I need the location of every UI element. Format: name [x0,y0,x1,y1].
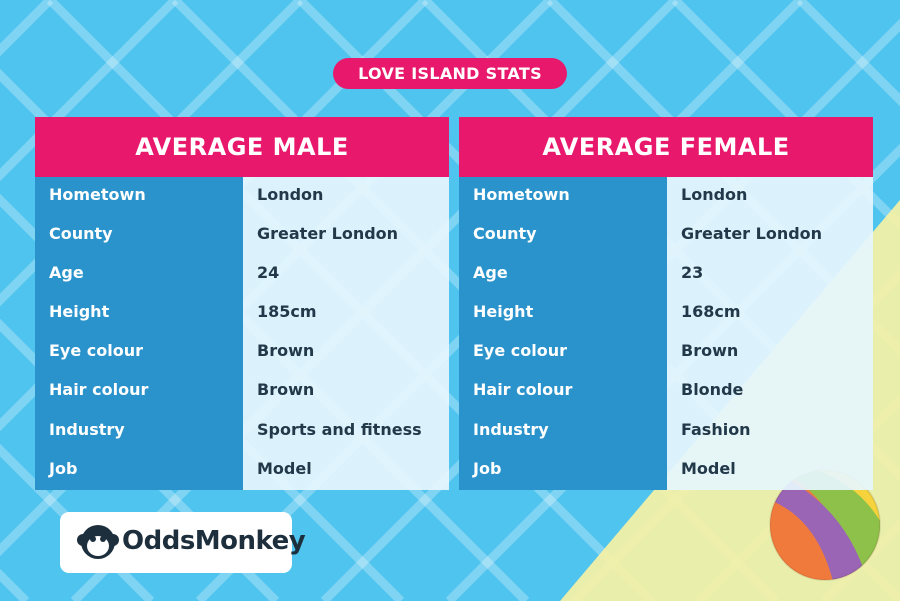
row-value: 185cm [257,302,317,322]
row-label: Height [49,302,110,322]
lattice-line [0,0,179,182]
table-body: Hometown London County Greater London Age 23 H… [459,177,873,490]
row-value: Greater London [257,224,399,244]
table-row: Eye colour Brown [459,333,873,372]
row-value: 168cm [681,302,741,322]
logo-icon [77,525,119,559]
row-label: Age [49,263,84,283]
table-row: Eye colour Brown [35,333,449,372]
row-value: 23 [681,263,704,283]
table-row: Hair colour Brown [35,372,449,411]
row-value: Sports and fitness [257,419,422,439]
row-value: Fashion [681,419,751,439]
row-label: Eye colour [49,341,144,361]
row-value: Model [257,458,312,478]
table-header: AVERAGE FEMALE [459,117,873,177]
lattice-line [0,0,304,307]
row-label: Industry [49,419,125,439]
row-value: Brown [681,341,739,361]
row-value: London [681,185,748,204]
row-label: Hometown [49,185,146,204]
row-value: Greater London [681,224,823,244]
table-row: Hair colour Blonde [459,372,873,411]
row-value: Blonde [681,380,744,400]
table-row: Industry Sports and fitness [35,412,449,451]
stats-table: AVERAGE FEMALE Hometown London County Greate… [459,117,873,490]
row-label: Industry [473,419,549,439]
table-row: Age 24 [35,255,449,294]
lattice-line [0,443,155,601]
table-row: Hometown London [35,177,449,216]
table-row: Hometown London [459,177,873,216]
table-row: Age 23 [459,255,873,294]
table-body: Hometown London County Greater London Age 24 H… [35,177,449,490]
table-row: Height 168cm [459,294,873,333]
table-header: AVERAGE MALE [35,117,449,177]
logo-text: OddsMonkey [122,526,306,556]
row-label: Age [473,263,508,283]
table-row: Job Model [459,451,873,490]
stats-table: AVERAGE MALE Hometown London County Greater … [35,117,449,490]
logo: OddsMonkey [60,512,306,573]
row-label: Hair colour [473,380,573,400]
table-row: County Greater London [35,216,449,255]
row-label: Height [473,302,534,322]
row-value: 24 [257,263,280,283]
row-label: Hair colour [49,380,149,400]
row-value: Brown [257,380,315,400]
row-label: Job [473,458,502,478]
row-label: Eye colour [473,341,568,361]
table-row: Height 185cm [35,294,449,333]
row-value: London [257,185,324,204]
table-row: County Greater London [459,216,873,255]
row-label: County [49,224,113,244]
title-pill: LOVE ISLAND STATS [333,58,567,89]
row-label: Hometown [473,185,570,204]
lattice-line [671,0,900,232]
row-value: Model [681,458,736,478]
lattice-line [0,318,280,601]
row-value: Brown [257,341,315,361]
table-row: Industry Fashion [459,412,873,451]
row-label: Job [49,458,78,478]
table-row: Job Model [35,451,449,490]
row-label: County [473,224,537,244]
